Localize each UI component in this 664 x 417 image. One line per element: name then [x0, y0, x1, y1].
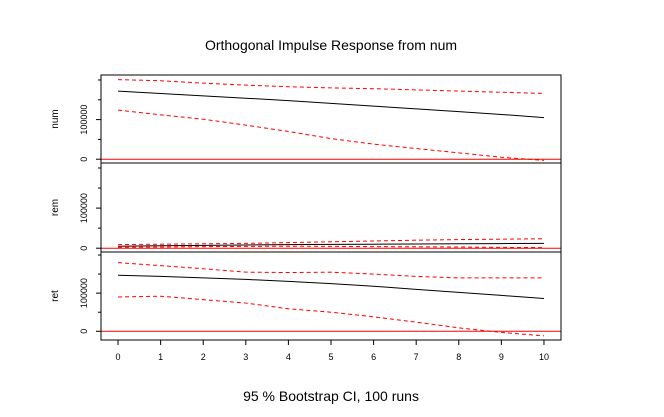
panel-frame-ret: [100, 251, 562, 341]
num-upper-line: [118, 79, 544, 94]
x-tick-label: 8: [456, 352, 461, 362]
rem-response-line: [118, 242, 544, 247]
x-tick-label: 9: [499, 352, 504, 362]
panel-label-rem: rem: [50, 199, 61, 216]
x-tick-label: 5: [328, 352, 333, 362]
y-tick-label-rem: 100000: [79, 193, 89, 223]
ret-response-line: [118, 274, 544, 299]
num-response-line: [118, 90, 544, 119]
panel-label-num: num: [50, 109, 61, 128]
x-tick-label: 2: [201, 352, 206, 362]
x-axis: 0 1 2 3 4 5 6 7 8 9 10: [116, 340, 549, 362]
x-tick-label: 10: [539, 352, 549, 362]
rem-upper-line: [118, 238, 544, 246]
x-tick-label: 6: [371, 352, 376, 362]
x-tick-label: 3: [243, 352, 248, 362]
panel-rem: 0 100000 rem: [50, 162, 562, 253]
ret-upper-line: [118, 262, 544, 279]
ret-lower-line: [118, 295, 545, 337]
panel-frame-rem: [100, 162, 562, 253]
x-tick-label: 7: [414, 352, 419, 362]
rem-lower-line: [118, 245, 544, 249]
bootstrap-ci-footnote: 95 % Bootstrap CI, 100 runs: [243, 388, 419, 404]
x-tick-label: 4: [286, 352, 291, 362]
y-tick-label-num: 100000: [79, 105, 89, 135]
panel-num: 0 100000 num: [50, 74, 562, 164]
y-tick-label-ret: 100000: [79, 278, 89, 308]
x-tick-label: 0: [116, 352, 121, 362]
chart-title: Orthogonal Impulse Response from num: [205, 37, 457, 53]
panel-label-ret: ret: [50, 290, 61, 302]
panels: 0 100000 num 0 100000 rem 0 100000 ret: [50, 74, 562, 341]
y-tick-label-rem: 0: [79, 246, 89, 251]
y-tick-label-ret: 0: [79, 329, 89, 334]
num-lower-line: [117, 109, 544, 161]
x-tick-label: 1: [158, 352, 163, 362]
panel-ret: 0 100000 ret: [50, 251, 562, 341]
y-tick-label-num: 0: [79, 157, 89, 162]
